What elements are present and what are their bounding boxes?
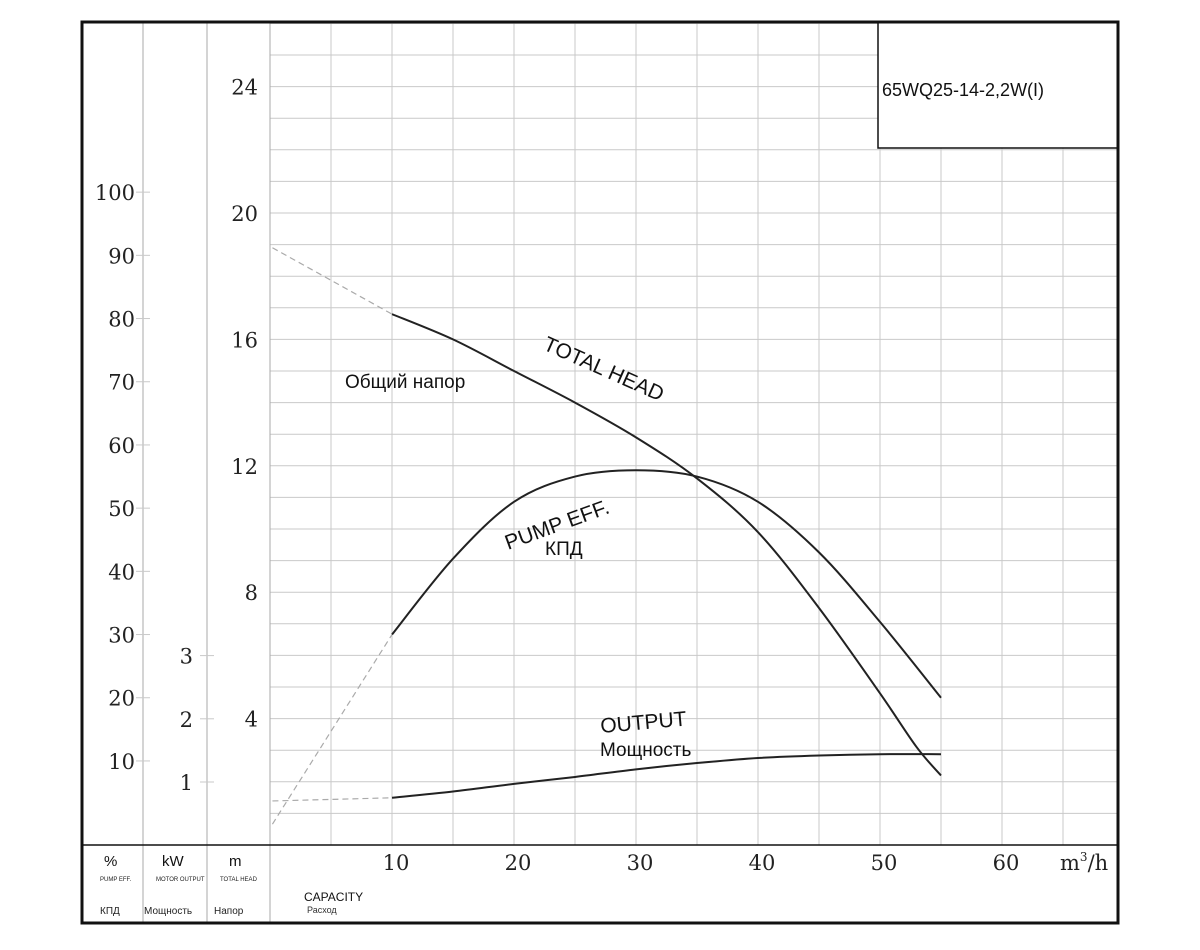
head-tick-label: 4 <box>245 708 258 732</box>
capacity-label: CAPACITY <box>304 890 363 904</box>
left-axis-columns <box>136 22 271 923</box>
eff-tick-label: 100 <box>95 181 135 205</box>
head-tick-label: 8 <box>245 581 258 605</box>
bottom-axis-headers: % PUMP EFF. КПД kW MOTOR OUTPUT Мощность… <box>100 850 1108 917</box>
total-head-extension <box>272 247 393 315</box>
pump-eff-curve <box>391 469 942 699</box>
output-curve <box>391 753 942 799</box>
head-sub-en: TOTAL HEAD <box>220 877 258 883</box>
head-tick-label: 24 <box>231 76 258 100</box>
x-axis-unit: m3/h <box>1060 850 1108 875</box>
x-tick-label: 10 <box>383 851 410 875</box>
head-tick-label: 16 <box>231 328 258 352</box>
output-extension <box>272 797 393 802</box>
eff-tick-label: 30 <box>108 624 135 648</box>
head-tick-label: 20 <box>231 202 258 226</box>
head-unit-header: m <box>229 853 242 870</box>
eff-sub-en: PUMP EFF. <box>100 877 132 883</box>
power-tick-label: 3 <box>180 645 193 669</box>
output-label-ru: Мощность <box>600 740 692 761</box>
eff-unit-header: % <box>104 853 117 870</box>
total-head-curve <box>391 313 942 777</box>
total-head-label-ru: Общий напор <box>345 372 465 393</box>
head-tick-label: 12 <box>231 455 258 479</box>
eff-tick-label: 80 <box>108 308 135 332</box>
eff-tick-label: 40 <box>108 560 135 584</box>
pump-eff-label-ru: КПД <box>545 539 583 560</box>
power-tick-label: 1 <box>180 771 193 795</box>
power-tick-label: 2 <box>180 708 193 732</box>
x-tick-label: 20 <box>505 851 532 875</box>
eff-tick-label: 20 <box>108 687 135 711</box>
head-sub-ru: Напор <box>214 906 244 917</box>
curves <box>271 247 942 825</box>
model-title-box <box>877 21 1119 149</box>
capacity-label-ru: Расход <box>307 905 337 915</box>
pump-eff-extension <box>271 634 393 825</box>
x-tick-label: 60 <box>993 851 1020 875</box>
eff-sub-ru: КПД <box>100 906 120 917</box>
eff-tick-label: 70 <box>108 371 135 395</box>
chart-title: 65WQ25-14-2,2W(I) <box>882 80 1044 100</box>
outer-frame <box>80 20 1120 925</box>
power-unit-header: kW <box>162 853 185 870</box>
eff-tick-label: 60 <box>108 434 135 458</box>
x-tick-label: 30 <box>627 851 654 875</box>
eff-tick-label: 10 <box>108 750 135 774</box>
power-sub-en: MOTOR OUTPUT <box>156 877 205 883</box>
x-tick-label: 50 <box>871 851 898 875</box>
eff-tick-label: 50 <box>108 497 135 521</box>
eff-tick-label: 90 <box>108 244 135 268</box>
x-tick-label: 40 <box>749 851 776 875</box>
power-sub-ru: Мощность <box>144 906 192 917</box>
output-label: OUTPUT <box>599 708 687 738</box>
